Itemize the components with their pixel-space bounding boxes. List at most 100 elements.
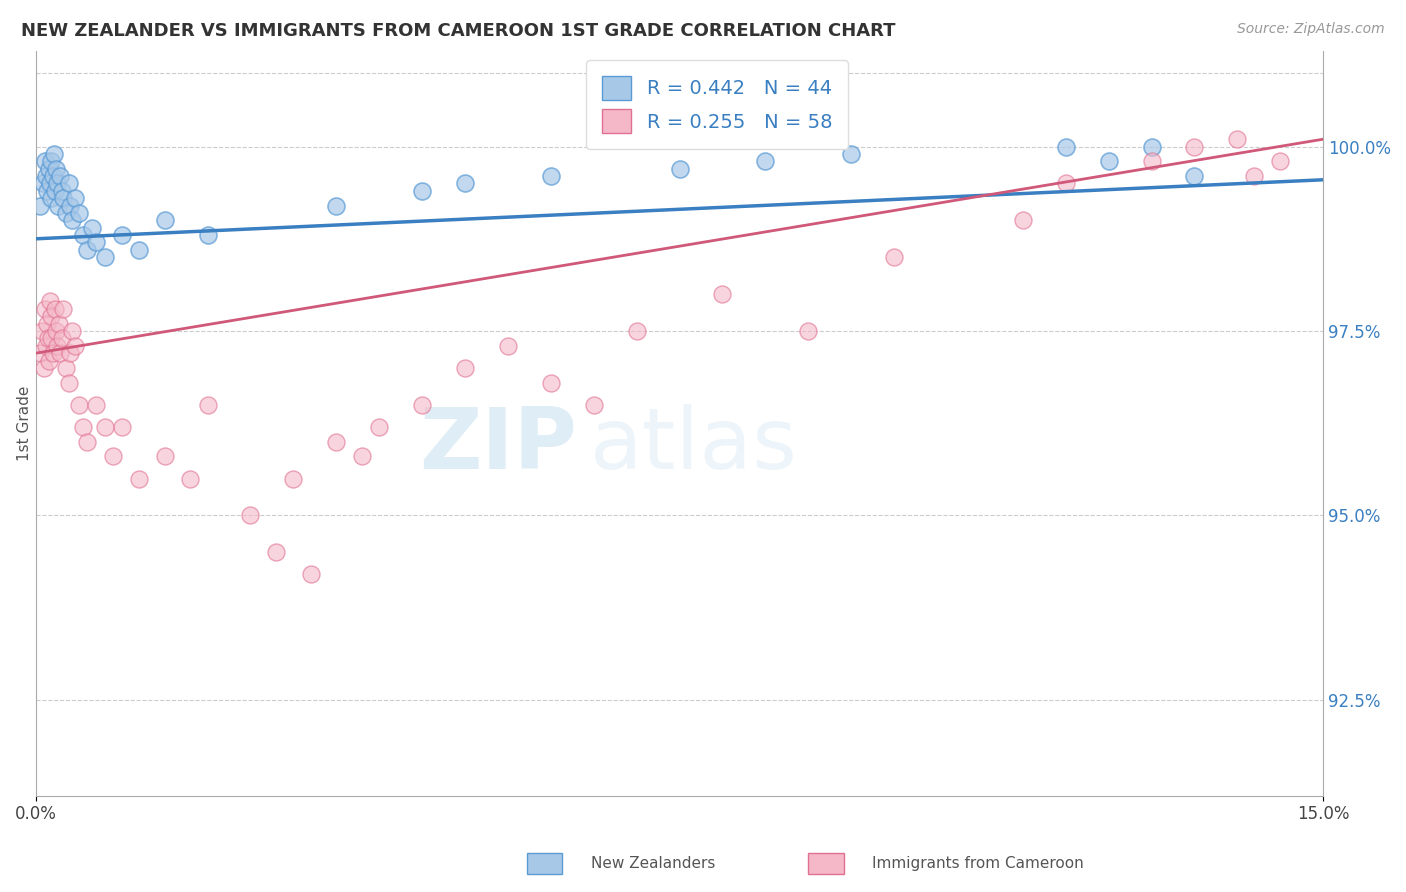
Point [42,169,65,183]
Point [55,206,77,220]
Point [1140,139,1163,153]
Point [72,228,94,243]
Point [1054,139,1077,153]
Point [44,184,66,198]
Point [60,324,83,338]
Point [454,177,477,191]
Text: ZIP: ZIP [419,404,576,487]
Point [754,154,776,169]
Point [59,346,82,360]
Text: New Zealanders: New Zealanders [591,856,714,871]
Point [49,346,72,360]
Point [38,353,60,368]
Point [45,161,67,176]
Point [67,398,90,412]
Point [46,339,69,353]
Point [197,228,219,243]
Point [93,420,115,434]
Point [1243,169,1265,183]
Point [299,567,322,582]
Text: Immigrants from Cameroon: Immigrants from Cameroon [872,856,1084,871]
Point [1226,132,1249,146]
Point [128,471,150,485]
Text: Source: ZipAtlas.com: Source: ZipAtlas.com [1237,22,1385,37]
Point [626,324,648,338]
Point [153,450,176,464]
Point [84,235,107,250]
Point [1054,177,1077,191]
Point [49,169,72,183]
Point [42,147,65,161]
Point [38,161,60,176]
Point [325,198,347,212]
Point [368,420,391,434]
Point [30,346,52,360]
Point [39,191,62,205]
Point [63,191,86,205]
Point [55,360,77,375]
Point [711,287,734,301]
Point [51,184,73,198]
Point [76,434,98,449]
Point [1184,169,1206,183]
Legend: R = 0.442   N = 44, R = 0.255   N = 58: R = 0.442 N = 44, R = 0.255 N = 58 [586,61,848,149]
Point [197,398,219,412]
Point [128,243,150,257]
Point [540,376,562,390]
Point [31,324,53,338]
Text: atlas: atlas [589,404,797,487]
Point [325,434,347,449]
Point [76,243,98,257]
Point [1270,154,1292,169]
Point [46,198,69,212]
Point [34,154,56,169]
Point [797,324,820,338]
Point [411,184,433,198]
Point [45,324,67,338]
Point [48,317,70,331]
Point [101,450,124,464]
Point [60,213,83,227]
Point [63,339,86,353]
Point [51,331,73,345]
Point [153,213,176,227]
Point [32,360,55,375]
Point [350,450,373,464]
Point [540,169,562,183]
Text: NEW ZEALANDER VS IMMIGRANTS FROM CAMEROON 1ST GRADE CORRELATION CHART: NEW ZEALANDER VS IMMIGRANTS FROM CAMEROO… [21,22,896,40]
Point [46,177,69,191]
Point [52,301,75,316]
Point [37,331,59,345]
Point [111,420,134,434]
Point [883,250,905,264]
Point [283,471,305,485]
Point [111,228,134,243]
Point [1184,139,1206,153]
Point [31,177,53,191]
Point [35,339,58,353]
Point [1097,154,1119,169]
Point [35,317,58,331]
Point [496,339,519,353]
Point [1140,154,1163,169]
Point [93,250,115,264]
Point [179,471,201,485]
Point [58,177,80,191]
Point [839,147,862,161]
Point [72,420,94,434]
Point [67,206,90,220]
Point [42,346,65,360]
Point [44,301,66,316]
Point [80,220,103,235]
Point [411,398,433,412]
Point [58,376,80,390]
Point [34,301,56,316]
Point [38,294,60,309]
Point [59,198,82,212]
Point [84,398,107,412]
Point [52,191,75,205]
Point [41,331,63,345]
Point [39,310,62,324]
Point [1011,213,1033,227]
Point [38,177,60,191]
